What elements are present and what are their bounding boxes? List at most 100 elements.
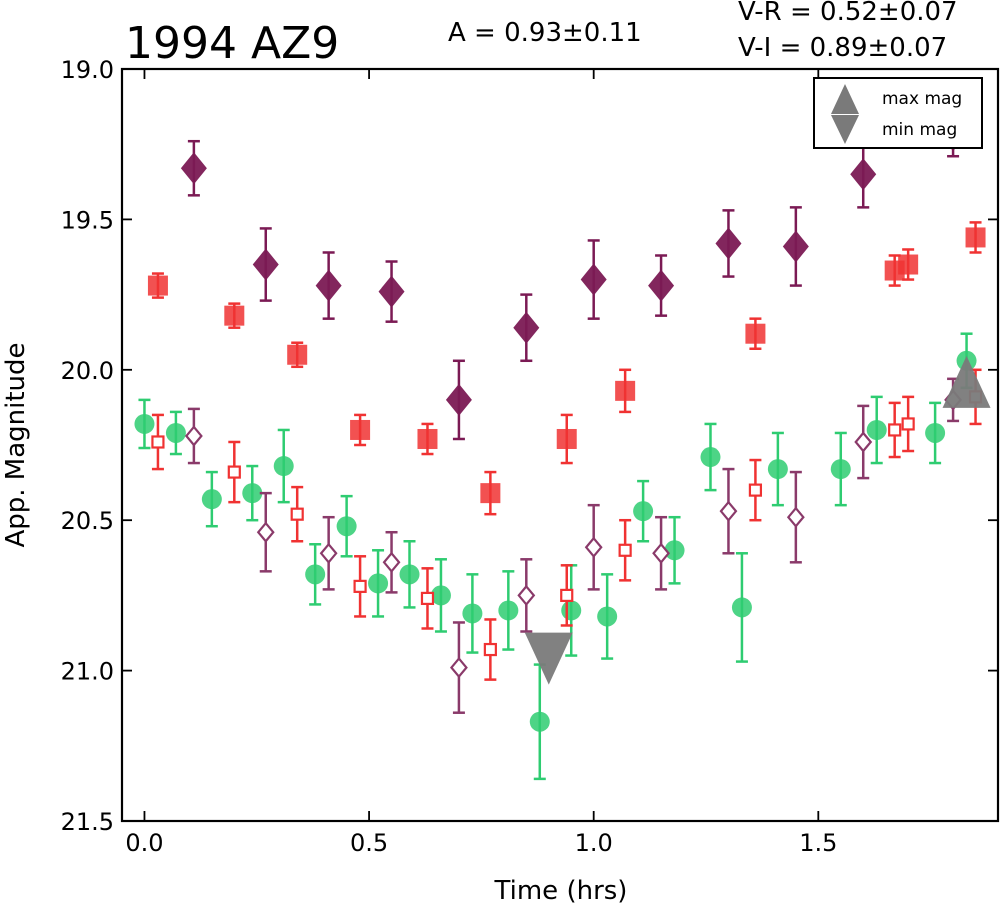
marker-square-filled [615, 380, 636, 401]
marker-diamond-filled [315, 269, 342, 302]
data-point-s0-p11 [498, 570, 519, 651]
data-point-s3-p6 [560, 564, 574, 627]
marker-circle-filled [242, 483, 263, 504]
marker-square-filled [965, 227, 986, 248]
y-tick-label: 19.5 [61, 206, 114, 234]
marker-square-open [151, 435, 165, 449]
data-point-s1-p2 [287, 341, 308, 369]
marker-circle-filled [368, 573, 389, 594]
marker-square-filled [417, 428, 438, 449]
marker-square-filled [480, 483, 501, 504]
data-point-s3-p8 [748, 458, 763, 522]
marker-diamond-filled [445, 383, 472, 416]
data-point-s3-p3 [353, 555, 367, 618]
marker-diamond-open [184, 425, 203, 447]
marker-diamond-open [652, 542, 671, 565]
data-point-s0-p20 [830, 431, 851, 507]
data-point-s2-p7 [648, 254, 675, 317]
data-point-s0-p8 [399, 540, 420, 609]
marker-square-open [353, 579, 367, 593]
data-point-s1-p7 [615, 368, 636, 414]
data-point-s0-p19 [767, 431, 788, 507]
marker-diamond-filled [715, 227, 742, 260]
plot-area [134, 112, 991, 781]
data-point-s4-p5 [517, 558, 536, 633]
marker-diamond-filled [378, 275, 405, 308]
v-r-annotation: V-R = 0.52±0.07 [738, 0, 958, 27]
data-point-s0-p7 [368, 549, 389, 618]
marker-circle-filled [134, 413, 155, 434]
data-point-s2-p2 [315, 251, 342, 320]
data-point-s0-p16 [664, 515, 685, 585]
y-axis-label: App. Magnitude [1, 342, 31, 547]
marker-circle-filled [925, 422, 946, 443]
data-point-s1-p1 [224, 302, 245, 329]
data-point-s1-p10 [898, 248, 919, 281]
marker-circle-filled [529, 711, 550, 732]
marker-circle-filled [561, 600, 582, 621]
data-point-s2-p10 [850, 139, 877, 209]
marker-diamond-filled [648, 269, 675, 302]
data-point-s1-p0 [147, 272, 168, 299]
data-point-s3-p1 [227, 440, 241, 504]
legend-min-mag-label: min mag [882, 120, 957, 140]
data-point-s4-p4 [449, 621, 468, 714]
data-point-s0-p2 [201, 470, 222, 528]
marker-square-filled [350, 419, 371, 440]
marker-circle-filled [597, 606, 618, 627]
y-tick-label: 19.0 [61, 56, 114, 84]
y-tick-label: 21.0 [61, 658, 114, 686]
data-point-s1-p5 [480, 470, 501, 516]
legend-max-mag-triangle-up-icon [831, 84, 859, 114]
x-tick-label: 1.5 [799, 829, 837, 857]
marker-circle-filled [305, 564, 326, 585]
data-point-s0-p15 [633, 479, 654, 543]
data-point-s3-p10 [901, 395, 915, 453]
data-point-s2-p4 [445, 359, 472, 441]
data-point-s2-p3 [378, 260, 405, 323]
marker-diamond-open [517, 584, 536, 607]
data-point-s1-p11 [965, 221, 986, 254]
data-point-s0-p21 [866, 395, 887, 465]
marker-diamond-filled [782, 230, 809, 263]
amplitude-annotation: A = 0.93±0.11 [448, 18, 642, 48]
data-point-s4-p0 [184, 407, 203, 465]
marker-diamond-open [854, 431, 873, 453]
marker-diamond-open [449, 656, 468, 679]
marker-square-filled [147, 275, 168, 296]
marker-circle-filled [664, 540, 685, 561]
y-tick-label: 20.5 [61, 507, 114, 535]
data-point-s1-p8 [745, 317, 766, 350]
marker-circle-filled [498, 600, 519, 621]
data-point-s0-p6 [336, 494, 357, 558]
data-point-s2-p8 [715, 209, 742, 278]
data-point-s0-p12 [529, 663, 550, 781]
data-point-s2-p1 [252, 227, 279, 302]
x-axis-label: Time (hrs) [494, 876, 628, 904]
marker-diamond-open [256, 521, 275, 543]
marker-square-open [227, 465, 241, 479]
data-point-s2-p9 [782, 206, 809, 287]
marker-circle-filled [336, 516, 357, 537]
marker-square-open [483, 642, 497, 657]
y-tick-label: 21.5 [61, 808, 114, 836]
data-point-s3-p2 [290, 485, 304, 543]
data-point-s2-p6 [580, 239, 607, 320]
chart-title: 1994 AZ9 [125, 18, 339, 69]
data-point-s4-p2 [319, 515, 338, 591]
marker-diamond-open [584, 536, 603, 558]
marker-diamond-filled [850, 158, 877, 191]
marker-square-open [748, 483, 763, 497]
x-tick-label: 0.0 [125, 829, 163, 857]
marker-diamond-filled [580, 263, 607, 296]
marker-square-filled [224, 305, 245, 326]
data-point-s1-p6 [556, 413, 577, 465]
marker-square-filled [898, 254, 919, 275]
data-point-s4-p9 [786, 470, 805, 564]
data-point-s2-p0 [180, 139, 207, 197]
data-point-s0-p22 [925, 401, 946, 465]
marker-circle-filled [430, 585, 451, 606]
min-mag-marker [524, 632, 573, 685]
marker-diamond-filled [252, 248, 279, 281]
